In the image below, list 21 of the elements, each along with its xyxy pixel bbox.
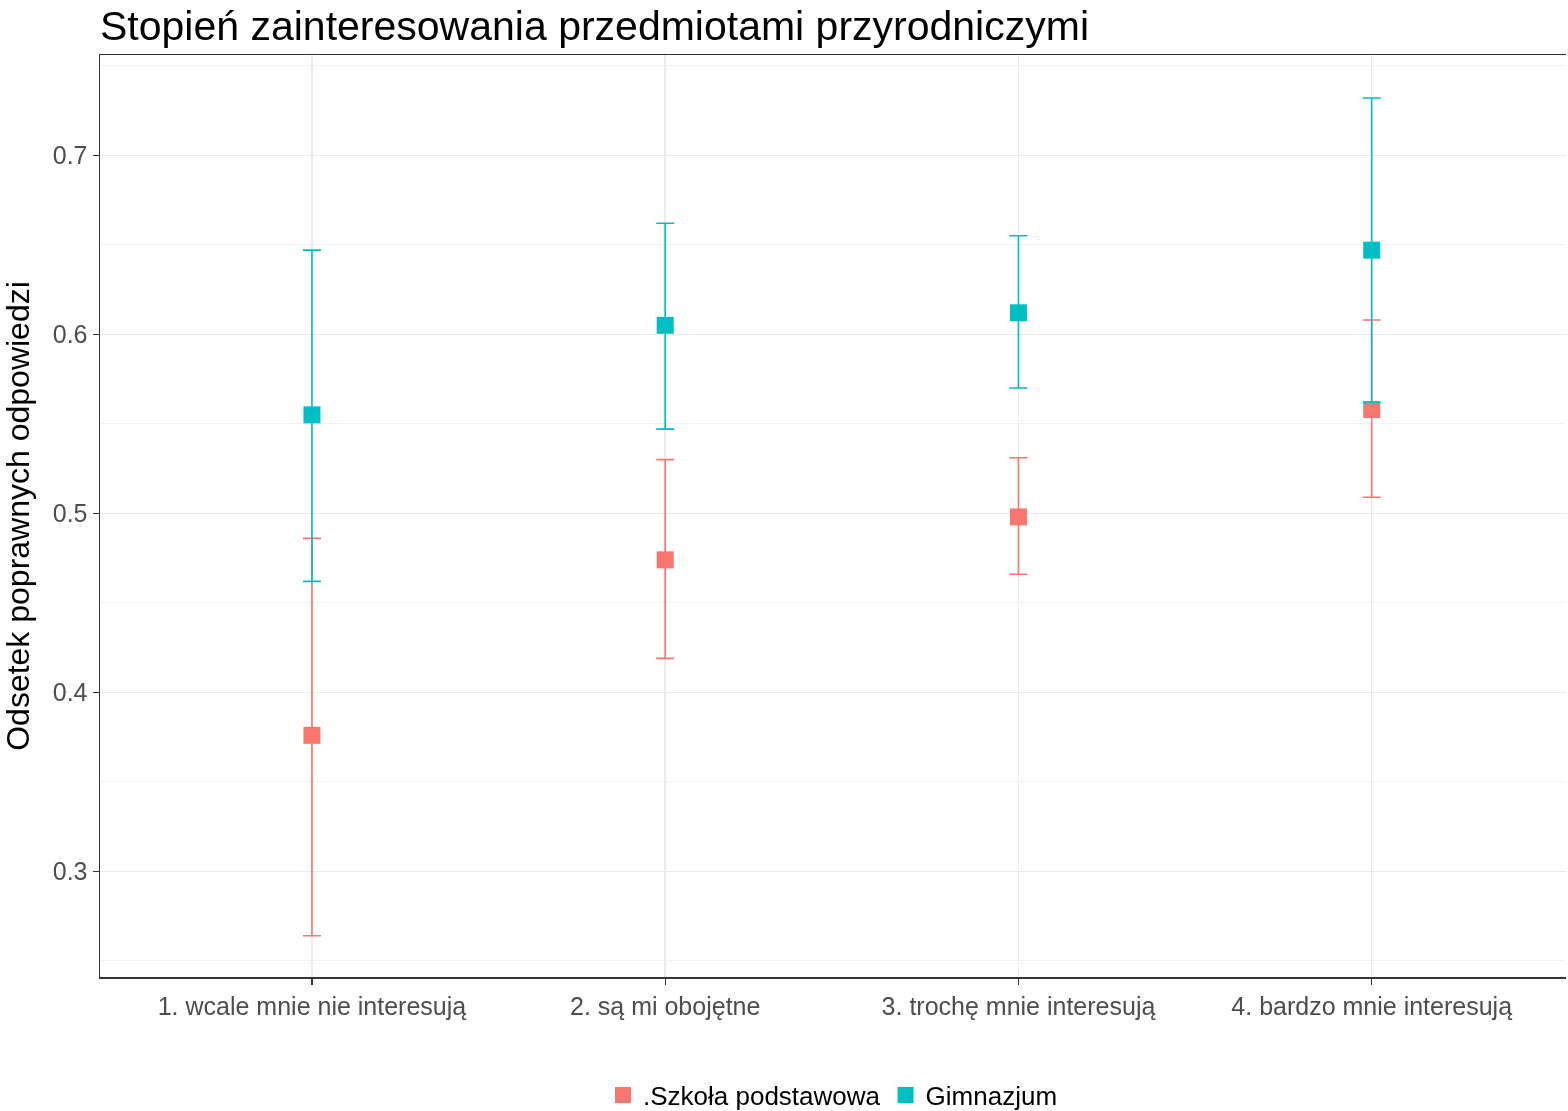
x-tick-label: 4. bardzo mnie interesują [1231,991,1513,1020]
point [656,316,674,334]
y-axis-title: Odsetek poprawnych odpowiedzi [0,281,36,751]
point [1009,508,1027,526]
point [1009,304,1027,322]
y-tick-label: 0.4 [52,678,88,707]
y-tick-label: 0.3 [52,857,88,886]
point [1363,241,1381,259]
point [656,551,674,569]
legend-label: .Szkoła podstawowa [643,1081,881,1111]
y-tick-label: 0.7 [52,141,88,170]
point [303,726,321,744]
x-tick-label: 2. są mi obojętne [570,991,761,1020]
point [1363,400,1381,418]
point [303,406,321,424]
chart-title: Stopień zainteresowania przedmiotami przyrodniczymi [100,3,1089,50]
y-tick-label: 0.5 [52,499,88,528]
legend-label: Gimnazjum [925,1081,1058,1111]
y-tick-label: 0.6 [52,320,88,349]
x-tick-label: 1. wcale mnie nie interesują [157,991,467,1020]
x-tick-label: 3. trochę mnie interesują [881,991,1156,1020]
